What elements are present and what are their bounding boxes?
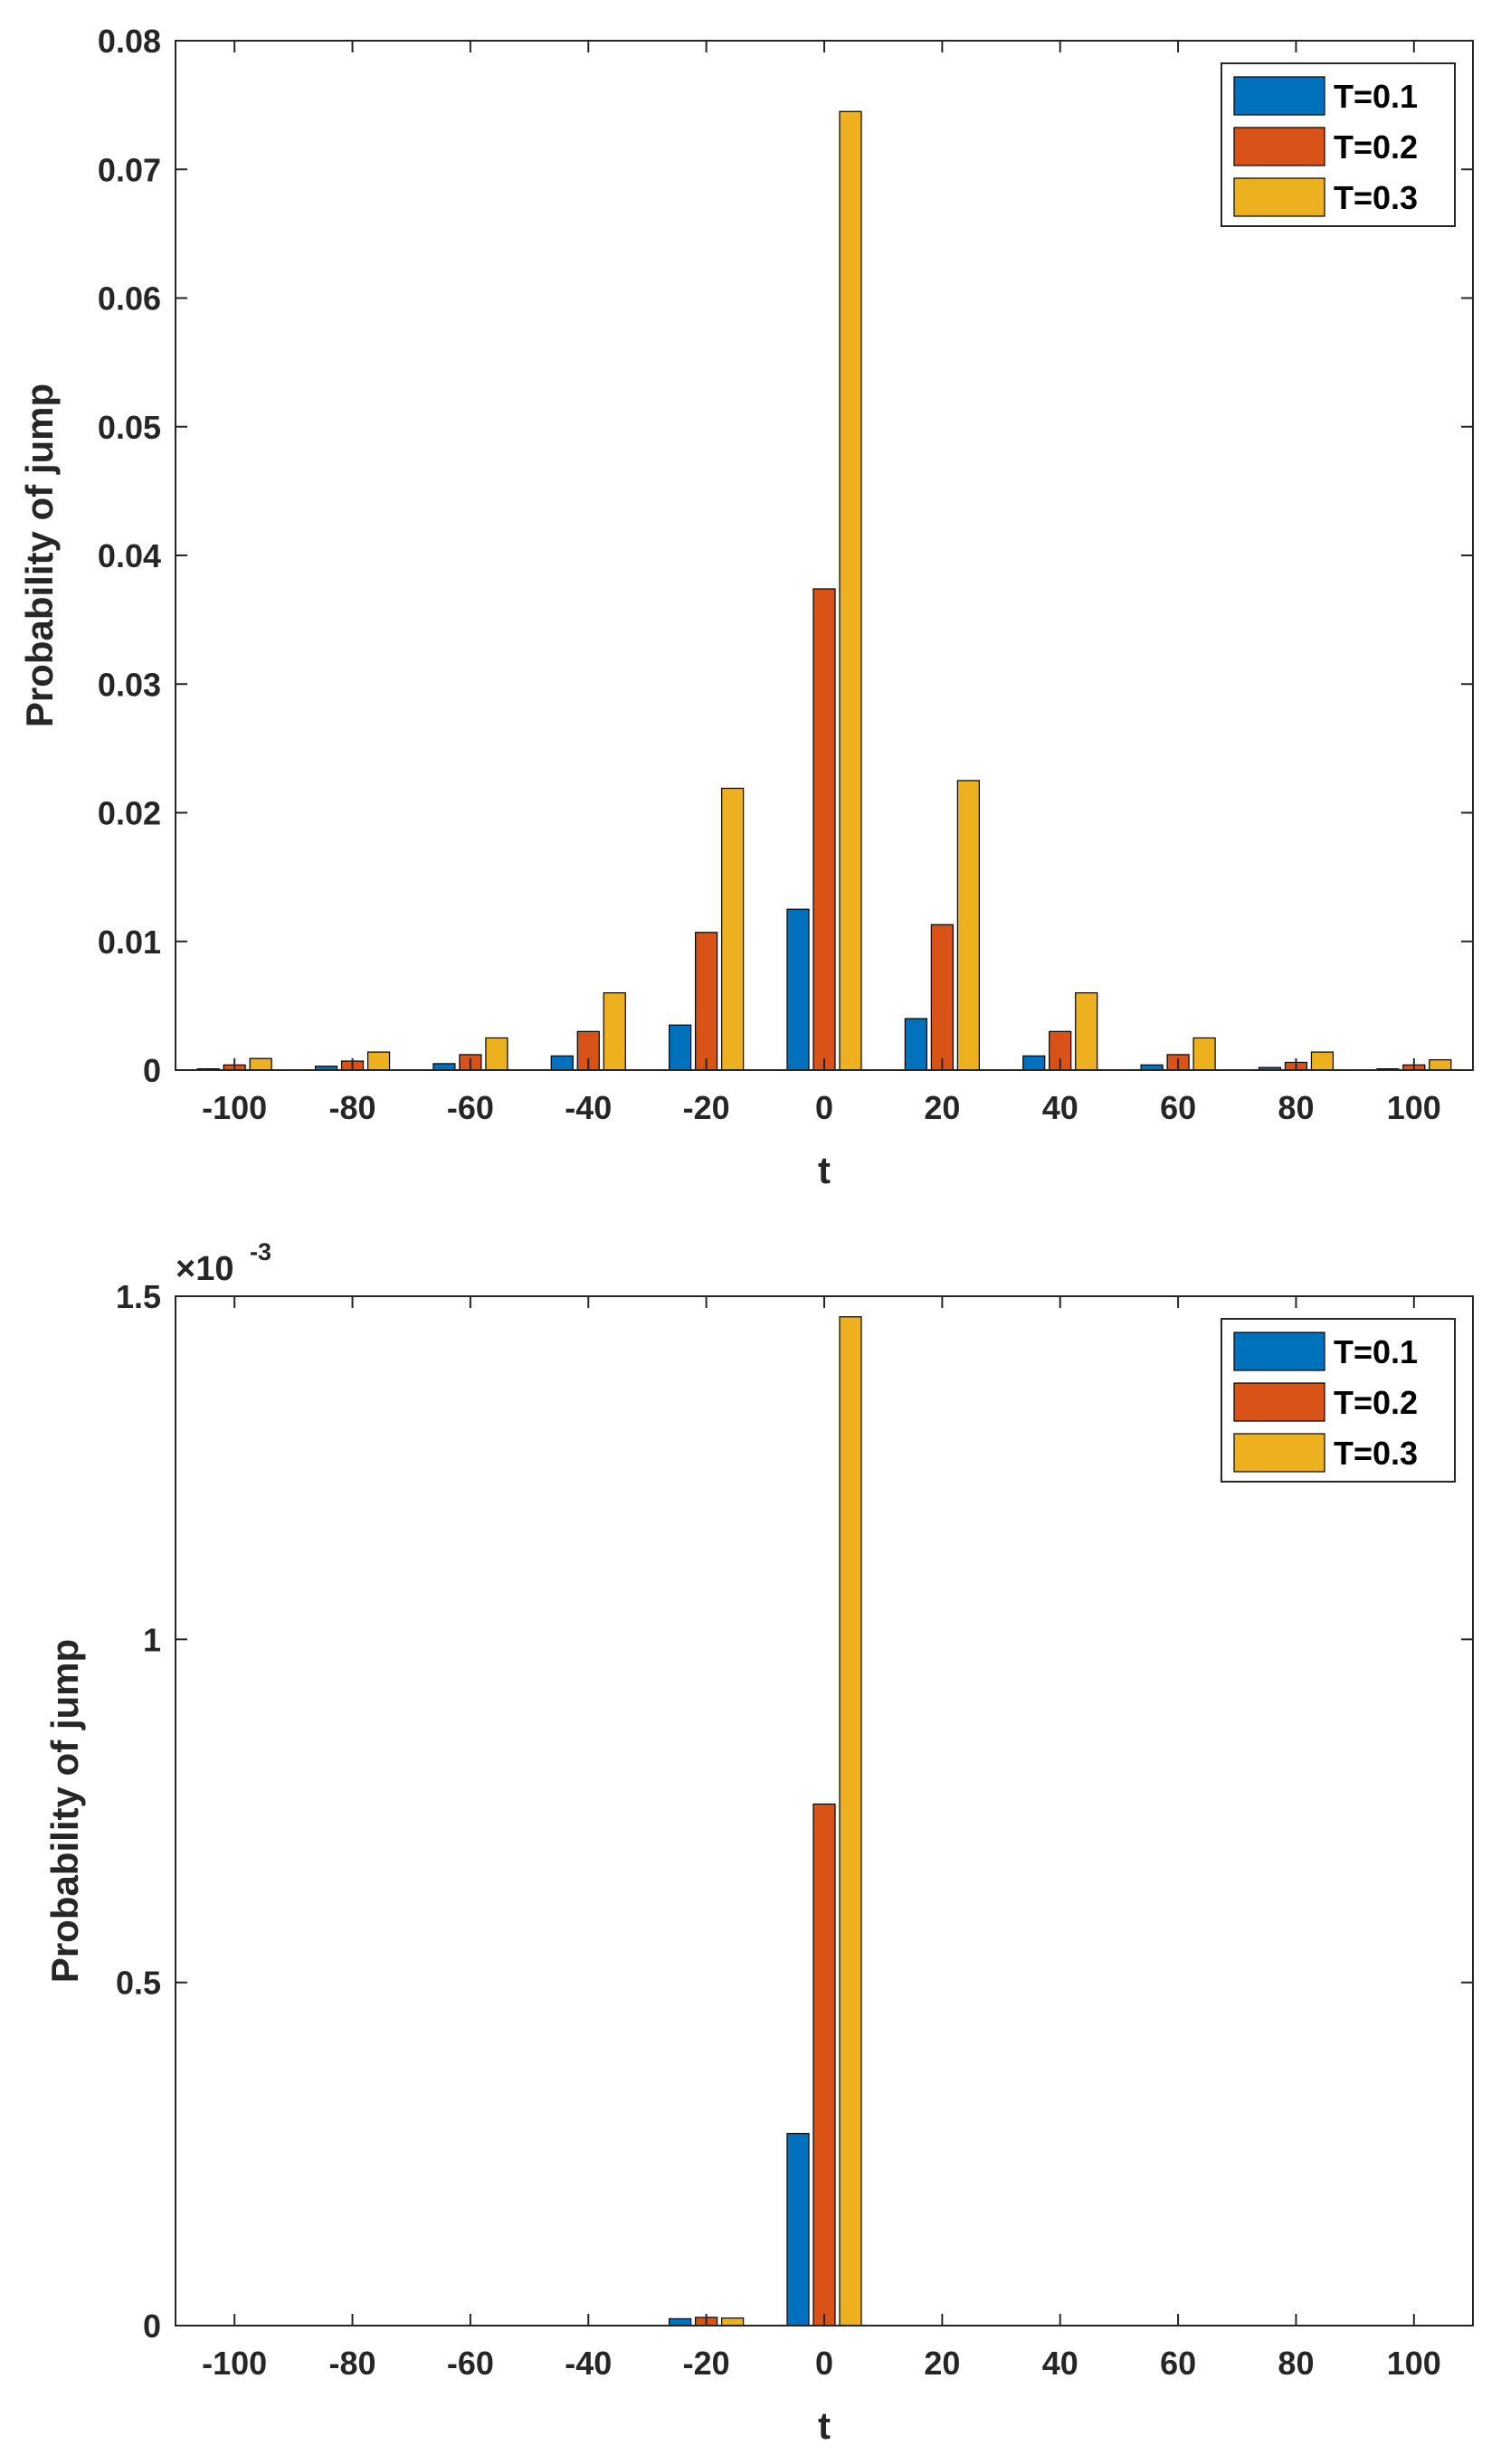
chart1-y-tick-label: 0.06 xyxy=(98,280,161,317)
chart1-legend: T=0.1 T=0.2 T=0.3 xyxy=(1221,62,1456,227)
chart2-bar-T0.1-t-20 xyxy=(669,2317,692,2327)
chart2-y-axis-label: Probability of jump xyxy=(43,1639,86,1983)
chart1-legend-swatch-2 xyxy=(1233,127,1325,166)
chart1-bar-T0.1-t40 xyxy=(1022,1055,1046,1071)
chart2-legend-swatch-1 xyxy=(1233,1332,1325,1371)
chart2-y-exponent-power: -3 xyxy=(250,1238,271,1265)
chart2-bar-T0.3-t-20 xyxy=(721,2317,745,2327)
chart2-y-tick-label: 0.5 xyxy=(116,1965,161,2002)
chart1-x-axis-label: t xyxy=(818,1149,831,1191)
chart2-x-tick-label: 20 xyxy=(924,2345,960,2382)
chart1-y-tick-label: 0.07 xyxy=(98,151,161,188)
chart2-y-exponent-base: ×10 xyxy=(176,1250,233,1288)
chart2-x-tick-label: 0 xyxy=(815,2345,833,2382)
chart1-bar-T0.3-t60 xyxy=(1192,1037,1216,1071)
chart2-legend-swatch-3 xyxy=(1233,1433,1325,1473)
chart1-bar-T0.1-t-20 xyxy=(669,1024,692,1071)
chart2-x-tick-label: -20 xyxy=(683,2345,730,2382)
chart1-bar-T0.3-t-40 xyxy=(603,992,626,1071)
chart1-x-tick-label: 60 xyxy=(1160,1089,1196,1126)
chart1-bar-T0.3-t0 xyxy=(839,110,862,1071)
chart2-y-tick-label: 0 xyxy=(143,2308,161,2345)
chart1-x-tick-label: -100 xyxy=(202,1089,267,1126)
chart1-y-tick-label: 0.05 xyxy=(98,409,161,446)
chart2-series-3 xyxy=(721,1316,862,2327)
chart1-bar-T0.3-t-100 xyxy=(249,1057,272,1071)
chart2-x-tick-label: 100 xyxy=(1387,2345,1441,2382)
chart1-x-tick-label: -40 xyxy=(565,1089,612,1126)
chart1-bar-T0.3-t-60 xyxy=(485,1037,508,1071)
chart1-bar-T0.1-t-60 xyxy=(432,1063,456,1071)
chart1-legend-swatch-1 xyxy=(1233,76,1325,116)
chart1-y-tick-label: 0.08 xyxy=(98,23,161,60)
chart1-series-2 xyxy=(223,588,1426,1071)
chart1-y-tick-label: 0 xyxy=(143,1052,161,1089)
chart1-bar-T0.2-t-20 xyxy=(695,932,718,1071)
chart2-x-tick-label: 40 xyxy=(1042,2345,1078,2382)
chart2-x-tick-label: -60 xyxy=(447,2345,494,2382)
chart2: -100 -80 -60 -40 -20 0 20 40 60 80 100 0 0.5 1 1.5 t Pro… xyxy=(43,1238,1474,2447)
chart1-bar-T0.1-t0 xyxy=(786,908,810,1071)
chart1-bar-T0.3-t20 xyxy=(956,780,980,1071)
chart1-bar-T0.2-t0 xyxy=(812,588,836,1071)
chart1-y-tick-label: 0.02 xyxy=(98,795,161,832)
chart2-y-tick-label: 1.5 xyxy=(116,1278,161,1315)
chart1-x-tick-label: 80 xyxy=(1278,1089,1314,1126)
chart1-x-tick-label: -80 xyxy=(329,1089,376,1126)
chart1-bar-T0.1-t-40 xyxy=(550,1055,574,1071)
chart2-bar-T0.2-t0 xyxy=(812,1803,836,2327)
chart1-x-tick-label: 20 xyxy=(924,1089,960,1126)
chart1-series-3 xyxy=(249,110,1452,1071)
chart2-legend-label-1: T=0.1 xyxy=(1334,1333,1418,1370)
chart1-legend-swatch-3 xyxy=(1233,177,1325,217)
chart2-legend-label-2: T=0.2 xyxy=(1334,1384,1418,1421)
chart1-x-tick-label: -60 xyxy=(447,1089,494,1126)
chart2-bar-T0.1-t0 xyxy=(786,2132,810,2327)
chart1-y-tick-label: 0.01 xyxy=(98,924,161,961)
chart2-legend-label-3: T=0.3 xyxy=(1334,1435,1418,1472)
chart1-y-axis-label: Probability of jump xyxy=(18,384,61,727)
chart1-bar-T0.2-t20 xyxy=(930,924,954,1071)
chart1-x-tick-label: 0 xyxy=(815,1089,833,1126)
chart1-legend-label-3: T=0.3 xyxy=(1334,179,1418,216)
chart1-bar-T0.3-t80 xyxy=(1310,1051,1335,1071)
chart1: -100 -80 -60 -40 -20 0 20 40 60 80 100 0 0.01 0.02 0.0… xyxy=(18,23,1474,1191)
chart2-x-tick-label: 60 xyxy=(1160,2345,1196,2382)
chart2-legend-swatch-2 xyxy=(1233,1382,1325,1422)
chart2-x-tick-label: -80 xyxy=(329,2345,376,2382)
chart1-bar-T0.1-t20 xyxy=(904,1018,927,1071)
chart1-bar-T0.3-t40 xyxy=(1075,992,1098,1071)
chart1-y-tick-label: 0.04 xyxy=(98,537,161,574)
chart1-legend-label-1: T=0.1 xyxy=(1334,78,1418,115)
chart2-series-1 xyxy=(669,2132,810,2327)
chart2-bar-T0.3-t0 xyxy=(839,1316,862,2327)
chart2-x-tick-label: -40 xyxy=(565,2345,612,2382)
chart1-x-tick-label: 100 xyxy=(1387,1089,1441,1126)
chart1-y-tick-label: 0.03 xyxy=(98,666,161,703)
chart2-x-axis-label: t xyxy=(818,2404,831,2447)
chart2-x-tick-label: -100 xyxy=(202,2345,267,2382)
chart2-x-tick-label: 80 xyxy=(1278,2345,1314,2382)
chart1-series-1 xyxy=(196,908,1400,1071)
chart2-y-tick-label: 1 xyxy=(143,1621,161,1658)
chart1-x-tick-label: -20 xyxy=(683,1089,730,1126)
chart1-bar-T0.3-t100 xyxy=(1429,1059,1452,1071)
chart1-legend-label-2: T=0.2 xyxy=(1334,128,1418,166)
chart2-legend: T=0.1 T=0.2 T=0.3 xyxy=(1221,1318,1456,1483)
chart1-bar-T0.3-t-20 xyxy=(721,787,745,1071)
chart1-x-tick-label: 40 xyxy=(1042,1089,1078,1126)
chart1-bar-T0.3-t-80 xyxy=(366,1051,391,1071)
